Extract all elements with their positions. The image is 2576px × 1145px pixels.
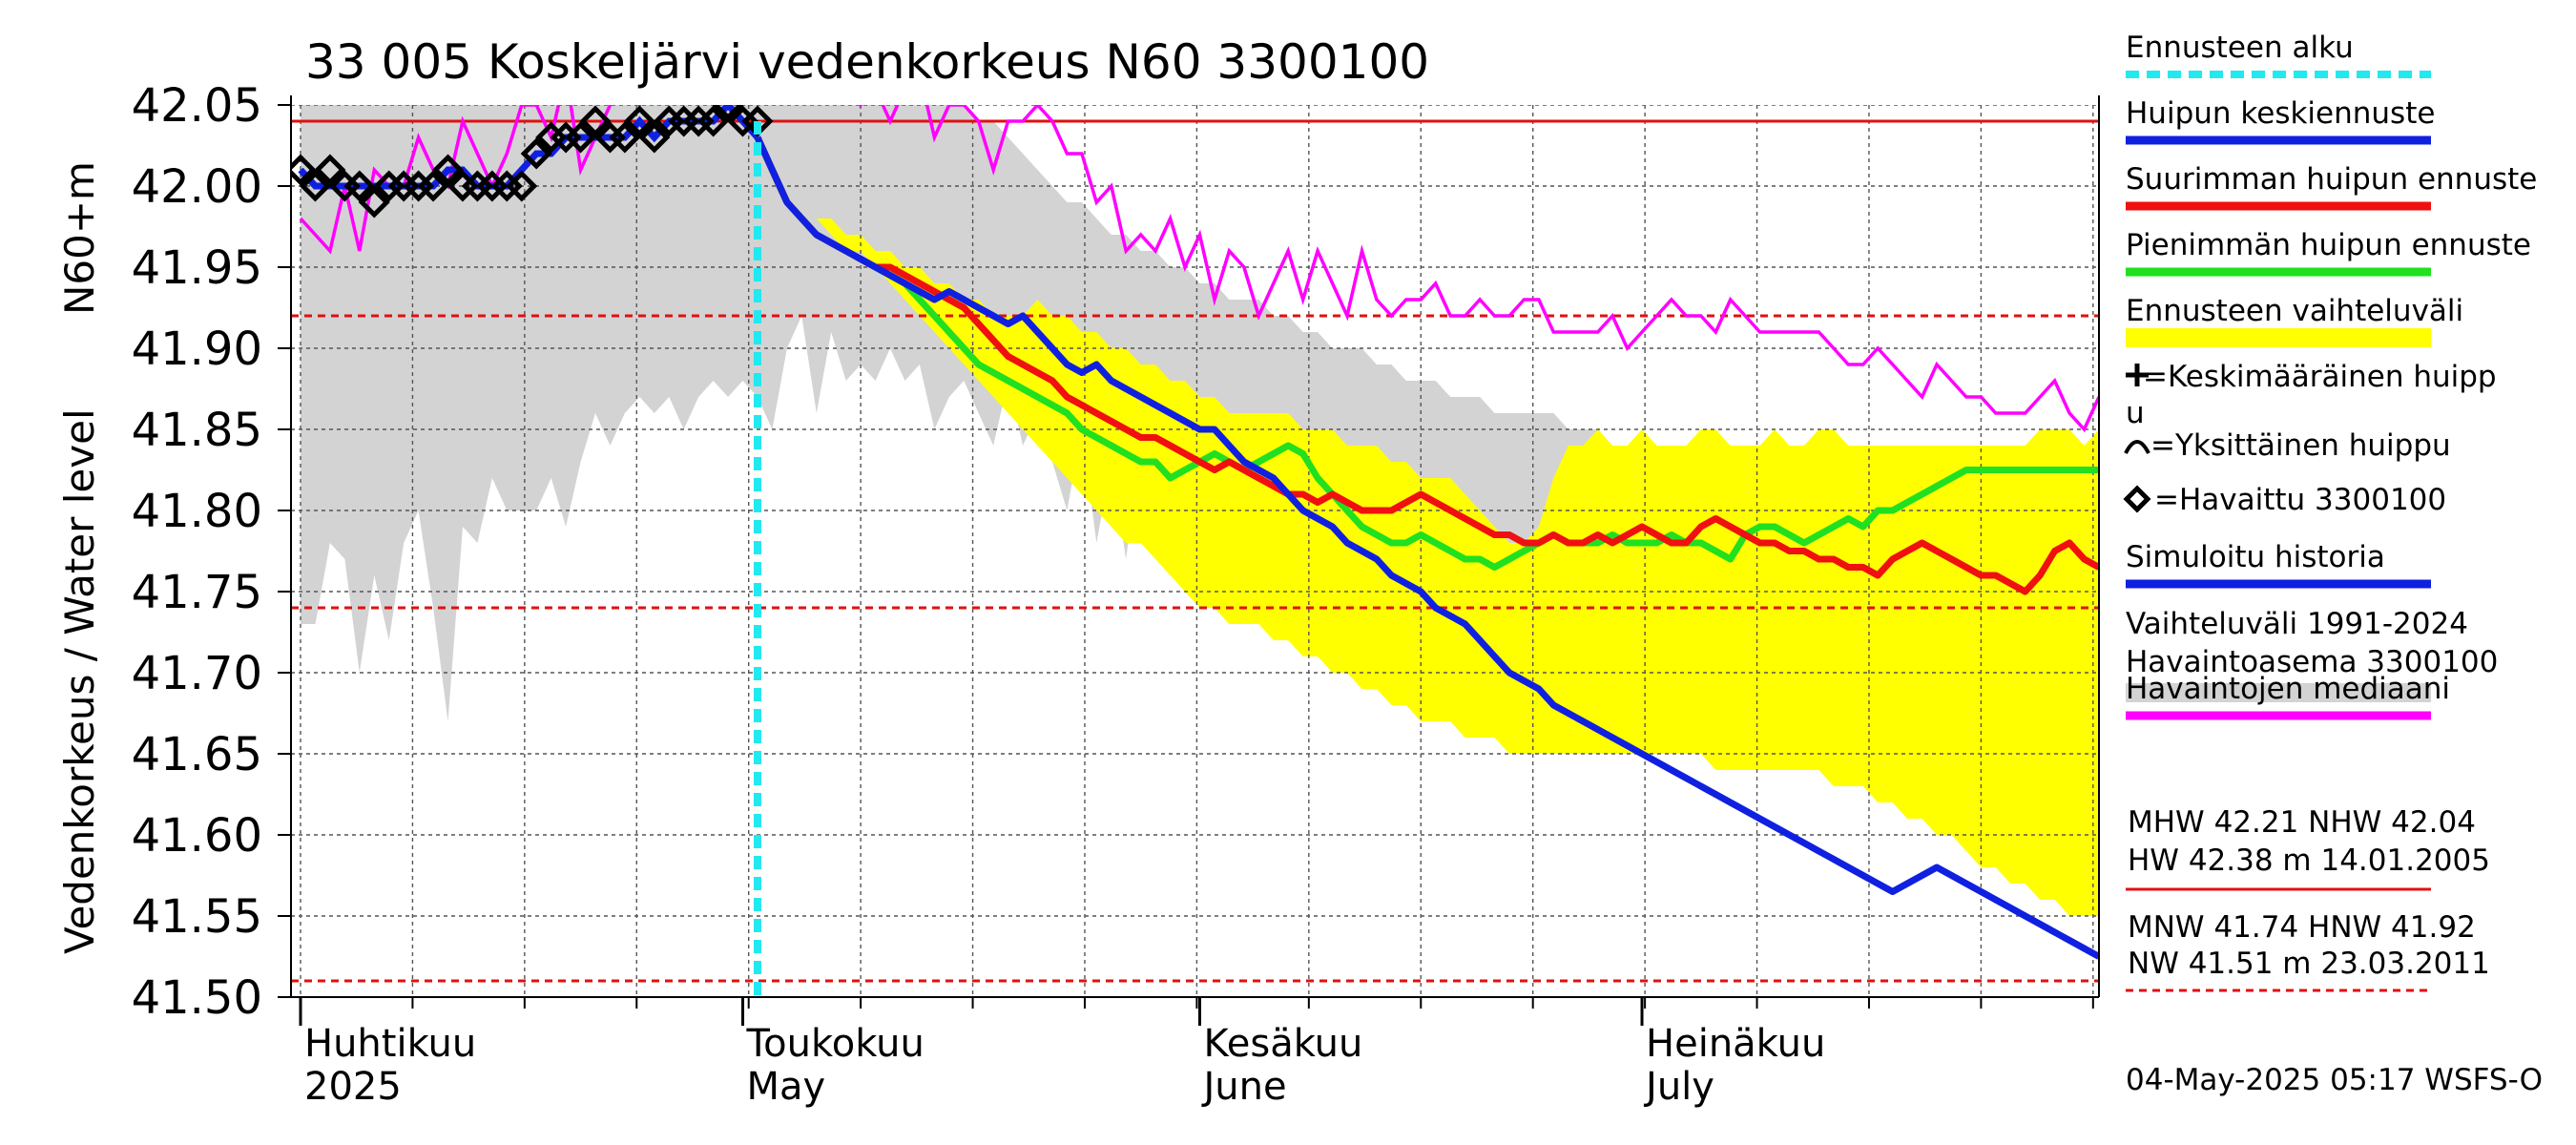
legend-label: =Havaittu 3300100 bbox=[2154, 483, 2446, 517]
observed-point bbox=[291, 154, 317, 186]
month-label-en: July bbox=[1643, 1065, 1714, 1109]
observed-point bbox=[358, 186, 390, 219]
stats-mnw-hnw: MNW 41.74 HNW 41.92 bbox=[2128, 910, 2476, 945]
observed-point bbox=[697, 105, 730, 137]
legend-swatch bbox=[2126, 328, 2431, 347]
max-peak-forecast-line bbox=[754, 135, 2099, 595]
legend: Ennusteen alku Huipun keskiennuste Suurimm… bbox=[2123, 31, 2537, 992]
month-label-fi: Kesäkuu bbox=[1204, 1022, 1363, 1066]
legend-label: Suurimman huipun ennuste bbox=[2126, 162, 2537, 197]
month-label-en: May bbox=[747, 1065, 826, 1109]
y-axis-unit-label: N60+m bbox=[56, 161, 103, 315]
observed-point bbox=[431, 154, 465, 186]
month-label-fi: Huhtikuu bbox=[304, 1022, 476, 1066]
stats-nw: NW 41.51 m 23.03.2011 bbox=[2128, 947, 2490, 981]
month-label-en: June bbox=[1201, 1065, 1287, 1109]
plot-clip-group bbox=[291, 105, 2099, 997]
legend-arc-marker bbox=[2124, 440, 2150, 454]
y-tick-label: 41.75 bbox=[132, 566, 262, 619]
chart-title: 33 005 Koskeljärvi vedenkorkeus N60 3300… bbox=[305, 34, 1429, 90]
legend-label-line2: Havaintoasema 3300100 bbox=[2126, 645, 2498, 679]
y-tick-label: 42.00 bbox=[132, 160, 262, 214]
observed-point bbox=[623, 105, 655, 137]
y-tick-label: 41.70 bbox=[132, 647, 262, 700]
y-tick-label: 41.90 bbox=[132, 323, 262, 376]
legend-label: Havaintojen mediaani bbox=[2126, 672, 2450, 706]
y-axis-label: Vedenkorkeus / Water level bbox=[56, 408, 103, 954]
observed-markers bbox=[291, 105, 774, 219]
legend-label-line2: u bbox=[2126, 396, 2145, 430]
forecast-range-band bbox=[758, 137, 2099, 916]
month-label-fi: Toukokuu bbox=[746, 1022, 924, 1066]
legend-label: Simuloitu historia bbox=[2126, 540, 2385, 574]
legend-label: Vaihteluväli 1991-2024 bbox=[2126, 607, 2468, 641]
y-tick-label: 41.50 bbox=[132, 971, 262, 1025]
legend-label: Ennusteen vaihteluväli bbox=[2126, 294, 2463, 328]
legend-label: Ennusteen alku bbox=[2126, 31, 2354, 65]
stats-hw: HW 42.38 m 14.01.2005 bbox=[2128, 843, 2490, 878]
y-tick-label: 42.05 bbox=[132, 79, 262, 133]
legend-label: =Keskimääräinen huipp bbox=[2143, 360, 2497, 394]
axes: 42.05 42.00 41.95 41.90 41.85 41.80 41.75 41.70… bbox=[132, 79, 2100, 1109]
observed-point bbox=[506, 170, 538, 202]
y-tick-label: 41.65 bbox=[132, 728, 262, 781]
y-tick-label: 41.55 bbox=[132, 890, 262, 944]
observed-point bbox=[565, 121, 597, 154]
y-tick-label: 41.80 bbox=[132, 485, 262, 538]
observed-point bbox=[417, 170, 449, 202]
observed-point bbox=[712, 105, 744, 121]
month-label-fi: Heinäkuu bbox=[1646, 1022, 1825, 1066]
observed-point bbox=[520, 137, 552, 170]
observed-point bbox=[638, 121, 671, 154]
y-tick-label: 41.95 bbox=[132, 241, 262, 295]
observed-point bbox=[314, 154, 346, 186]
observed-point bbox=[579, 105, 612, 137]
legend-swatch bbox=[2126, 683, 2431, 702]
stats-mhw-nhw: MHW 42.21 NHW 42.04 bbox=[2128, 805, 2476, 840]
month-label-en: 2025 bbox=[304, 1065, 402, 1109]
plot-area bbox=[291, 105, 2099, 997]
observed-point bbox=[343, 170, 376, 202]
mean-peak-forecast-line bbox=[754, 135, 2099, 960]
y-tick-label: 41.85 bbox=[132, 404, 262, 457]
min-peak-forecast-line bbox=[754, 135, 2099, 571]
legend-diamond-marker bbox=[2123, 485, 2151, 513]
timestamp: 04-May-2025 05:17 WSFS-O bbox=[2126, 1063, 2543, 1097]
y-tick-label: 41.60 bbox=[132, 809, 262, 863]
legend-label: Pienimmän huipun ennuste bbox=[2126, 228, 2531, 262]
legend-plus-marker bbox=[2126, 364, 2149, 386]
legend-label: =Yksittäinen huippu bbox=[2150, 428, 2451, 463]
observed-point bbox=[609, 121, 641, 154]
legend-label: Huipun keskiennuste bbox=[2126, 96, 2435, 131]
observed-point bbox=[299, 170, 331, 202]
